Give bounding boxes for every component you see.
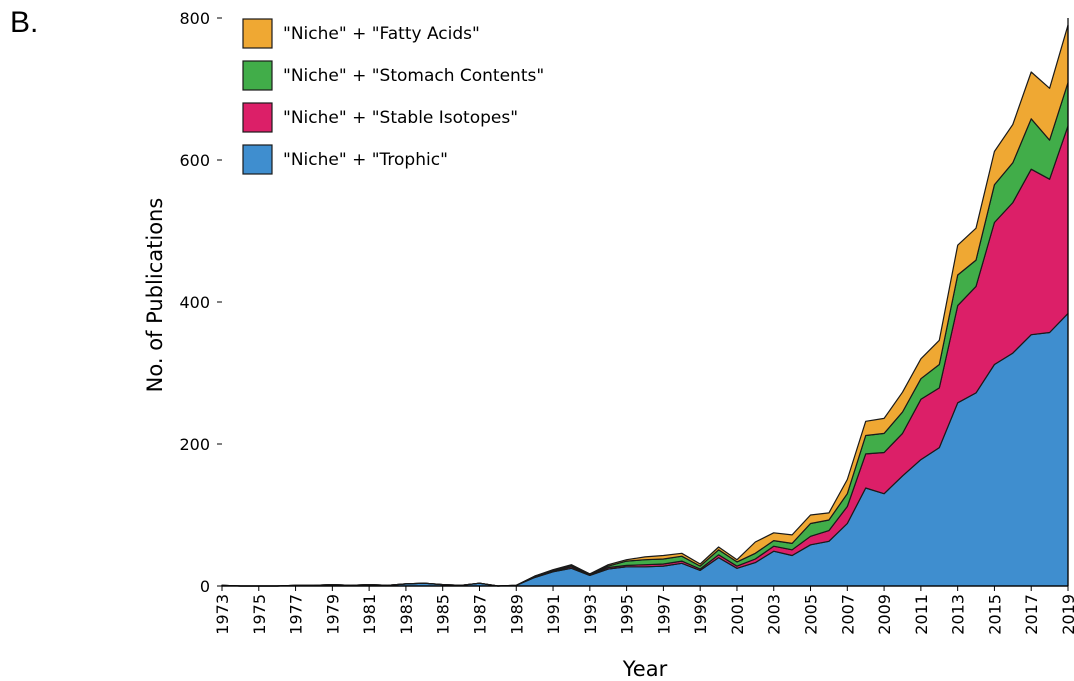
x-tick-label: 1985	[434, 594, 453, 635]
legend-label: "Niche" + "Stable Isotopes"	[283, 108, 518, 128]
x-tick-label: 1983	[397, 594, 416, 635]
x-tick-label: 1995	[618, 594, 637, 635]
legend-label: "Niche" + "Trophic"	[283, 150, 448, 170]
x-axis-ticks: 1973 1975 1977 1979 1981 1983 1985 1987 1989 1991…	[213, 586, 1074, 635]
x-tick-label: 1993	[581, 594, 600, 635]
x-tick-label: 2007	[838, 594, 857, 635]
x-tick-label: 2005	[802, 594, 821, 635]
y-tick-label: 800	[179, 9, 210, 28]
x-axis-title: Year	[622, 657, 668, 681]
x-tick-label: 1973	[213, 594, 232, 635]
x-tick-label: 1989	[507, 594, 526, 635]
legend-swatch	[242, 18, 273, 49]
x-tick-label: 1975	[250, 594, 269, 635]
x-tick-label: 1987	[470, 594, 489, 635]
y-tick-label: 200	[179, 435, 210, 454]
x-tick-label: 2017	[1022, 594, 1041, 635]
y-tick-label: 400	[179, 293, 210, 312]
axes	[222, 18, 1069, 587]
legend-swatch	[242, 144, 273, 175]
x-tick-label: 1977	[287, 594, 306, 635]
x-tick-label: 2013	[949, 594, 968, 635]
y-axis-ticks: 0 200 400 600 800	[179, 9, 222, 596]
x-tick-label: 2003	[765, 594, 784, 635]
legend-swatch	[242, 60, 273, 91]
x-tick-label: 2011	[912, 594, 931, 635]
x-tick-label: 2009	[875, 594, 894, 635]
panel-label: B.	[10, 6, 39, 39]
legend-label: "Niche" + "Fatty Acids"	[283, 24, 480, 44]
x-tick-label: 1981	[360, 594, 379, 635]
legend-label: "Niche" + "Stomach Contents"	[283, 66, 544, 86]
y-tick-label: 0	[200, 577, 210, 596]
x-tick-label: 2015	[985, 594, 1004, 635]
x-tick-label: 1979	[323, 594, 342, 635]
legend: "Niche" + "Fatty Acids" "Niche" + "Stomac…	[242, 18, 544, 175]
y-axis-title: No. of Publications	[143, 198, 167, 393]
x-tick-label: 1991	[544, 594, 563, 635]
x-tick-label: 2019	[1059, 594, 1074, 635]
x-tick-label: 1997	[654, 594, 673, 635]
x-tick-label: 2001	[728, 594, 747, 635]
legend-swatch	[242, 102, 273, 133]
x-tick-label: 1999	[691, 594, 710, 635]
y-tick-label: 600	[179, 151, 210, 170]
